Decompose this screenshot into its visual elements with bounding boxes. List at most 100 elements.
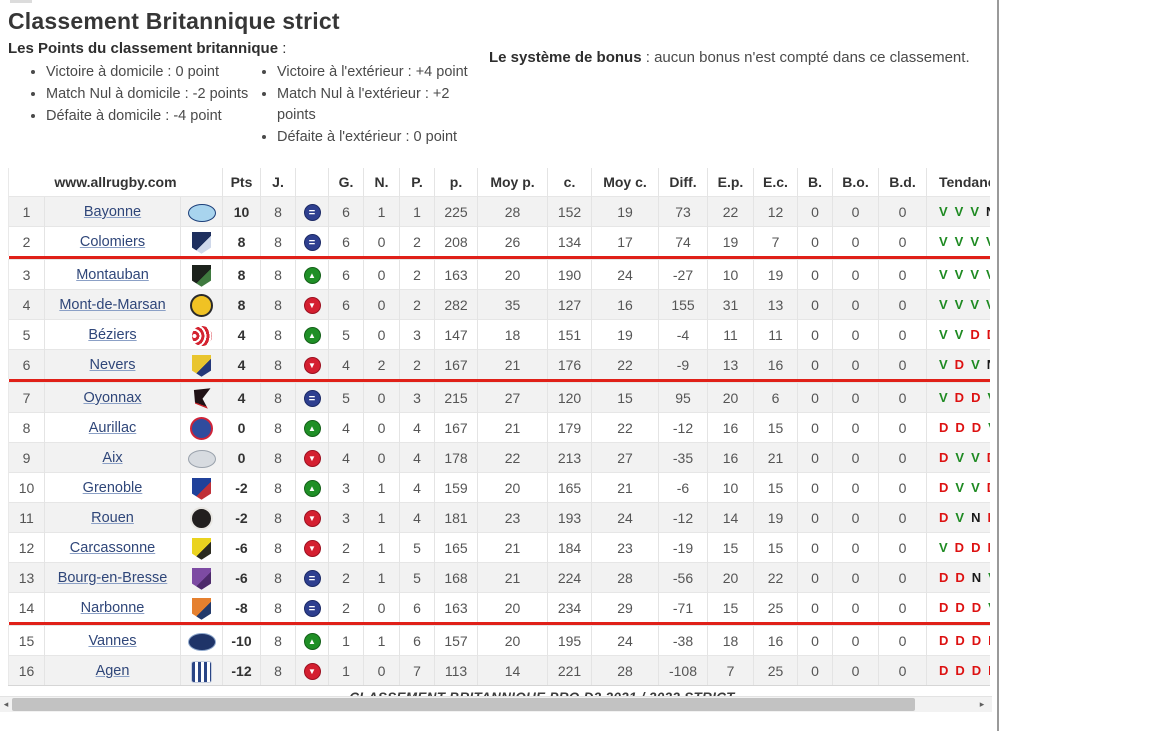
trend-letter: D [939, 420, 949, 435]
cell-move: ▲ [295, 472, 329, 503]
trend-letter: V [939, 390, 948, 405]
cell-rank: 4 [8, 289, 45, 320]
page-frame: Classement Britannique strict Les Points… [0, 0, 999, 731]
team-link[interactable]: Mont-de-Marsan [59, 297, 166, 313]
cell-p: 2 [399, 259, 435, 290]
scroll-left-arrow-icon[interactable]: ◂ [3, 699, 9, 709]
legend-title-bold: Les Points du classement britannique [8, 40, 279, 57]
cell-p_for: 113 [434, 655, 478, 685]
cell-bo: 0 [832, 226, 879, 256]
cell-n: 0 [363, 319, 400, 350]
trend-letter: D [970, 327, 980, 342]
team-link[interactable]: Montauban [76, 267, 149, 283]
cell-j: 8 [260, 592, 296, 622]
cell-team: Béziers [44, 319, 181, 350]
cell-diff: -9 [658, 349, 708, 379]
cell-ep: 22 [707, 196, 754, 227]
scroll-right-arrow-icon[interactable]: ▸ [979, 699, 985, 709]
trend-letter: V [970, 204, 980, 219]
team-link[interactable]: Béziers [88, 327, 137, 343]
trend-letter: D [988, 633, 990, 648]
cell-badge [180, 592, 223, 622]
col-header-tend: Tendance [926, 168, 990, 197]
team-link[interactable]: Colomiers [79, 234, 146, 250]
cell-moy_c: 21 [591, 472, 659, 503]
cell-diff: -71 [658, 592, 708, 622]
trend-letter: D [987, 327, 990, 342]
cell-bd: 0 [878, 319, 927, 350]
cell-bd: 0 [878, 442, 927, 473]
cell-bd: 0 [878, 412, 927, 443]
col-header-ep: E.p. [707, 168, 754, 197]
trend-letter: N [971, 510, 981, 525]
cell-pts: -2 [222, 502, 261, 533]
team-link[interactable]: Agen [95, 663, 130, 679]
cell-pts: -6 [222, 532, 261, 563]
cell-diff: 155 [658, 289, 708, 320]
cell-moy_c: 15 [591, 382, 659, 413]
cell-j: 8 [260, 625, 296, 656]
cell-move: = [295, 562, 329, 593]
rank-down-icon: ▼ [303, 510, 321, 528]
team-badge-icon [191, 325, 212, 346]
cell-moy_p: 20 [477, 259, 548, 290]
cell-j: 8 [260, 412, 296, 443]
cell-ep: 7 [707, 655, 754, 685]
cell-trend: DVVD [926, 472, 990, 503]
col-header-j: J. [260, 168, 296, 197]
col-header-move [295, 168, 329, 197]
team-link[interactable]: Narbonne [80, 600, 145, 616]
cell-ep: 20 [707, 562, 754, 593]
cell-n: 1 [363, 625, 400, 656]
cell-moy_c: 19 [591, 196, 659, 227]
team-link[interactable]: Bayonne [83, 204, 142, 220]
cell-badge [180, 655, 223, 685]
cell-trend: DDDV [926, 592, 990, 622]
cell-team: Bayonne [44, 196, 181, 227]
rank-same-icon: = [303, 600, 321, 618]
table-row: 12 Carcassonne -6 8 ▼ 2 1 5 165 21 184 23 -19 15 15 0 0 0… [8, 532, 990, 563]
col-header-moy_c: Moy c. [591, 168, 659, 197]
rank-up-icon: ▲ [303, 267, 321, 285]
cell-pts: -12 [222, 655, 261, 685]
cell-b: 0 [797, 502, 833, 533]
ranking-table: www.allrugby.com Pts J. G. N. P. p. Moy p. c. Mo… [8, 168, 990, 685]
trend-letter: N [971, 570, 982, 585]
cell-bo: 0 [832, 442, 879, 473]
cell-moy_p: 21 [477, 412, 548, 443]
team-link[interactable]: Nevers [89, 357, 136, 373]
team-link[interactable]: Rouen [91, 510, 134, 526]
team-link[interactable]: Aurillac [88, 420, 137, 436]
cell-p: 4 [399, 502, 435, 533]
trend-letter: V [955, 450, 965, 465]
trend-letter: D [939, 570, 949, 585]
cell-c_against: 176 [547, 349, 592, 379]
team-link[interactable]: Bourg-en-Bresse [57, 570, 168, 586]
col-header-bd: B.d. [878, 168, 927, 197]
team-link[interactable]: Grenoble [82, 480, 143, 496]
horizontal-scrollbar[interactable]: ◂ ▸ [0, 696, 992, 712]
table-inner: www.allrugby.com Pts J. G. N. P. p. Moy p. c. Mo… [8, 168, 990, 710]
team-link[interactable]: Oyonnax [83, 390, 142, 406]
page-title: Classement Britannique strict [8, 8, 340, 34]
cell-bd: 0 [878, 289, 927, 320]
cell-moy_c: 23 [591, 532, 659, 563]
team-badge-icon [187, 203, 216, 222]
team-link[interactable]: Aix [102, 450, 123, 466]
team-badge-icon [192, 354, 211, 377]
cell-c_against: 221 [547, 655, 592, 685]
cell-n: 0 [363, 226, 400, 256]
scrollbar-thumb[interactable] [12, 698, 915, 711]
cell-rank: 6 [8, 349, 45, 379]
legend-columns: Victoire à domicile : 0 pointMatch Nul à… [0, 57, 997, 149]
team-link[interactable]: Vannes [88, 633, 137, 649]
cell-c_against: 190 [547, 259, 592, 290]
trend-letter: D [987, 510, 990, 525]
trend-letter: V [939, 267, 948, 282]
team-link[interactable]: Carcassonne [69, 540, 156, 556]
cell-trend: VDDV [926, 382, 990, 413]
